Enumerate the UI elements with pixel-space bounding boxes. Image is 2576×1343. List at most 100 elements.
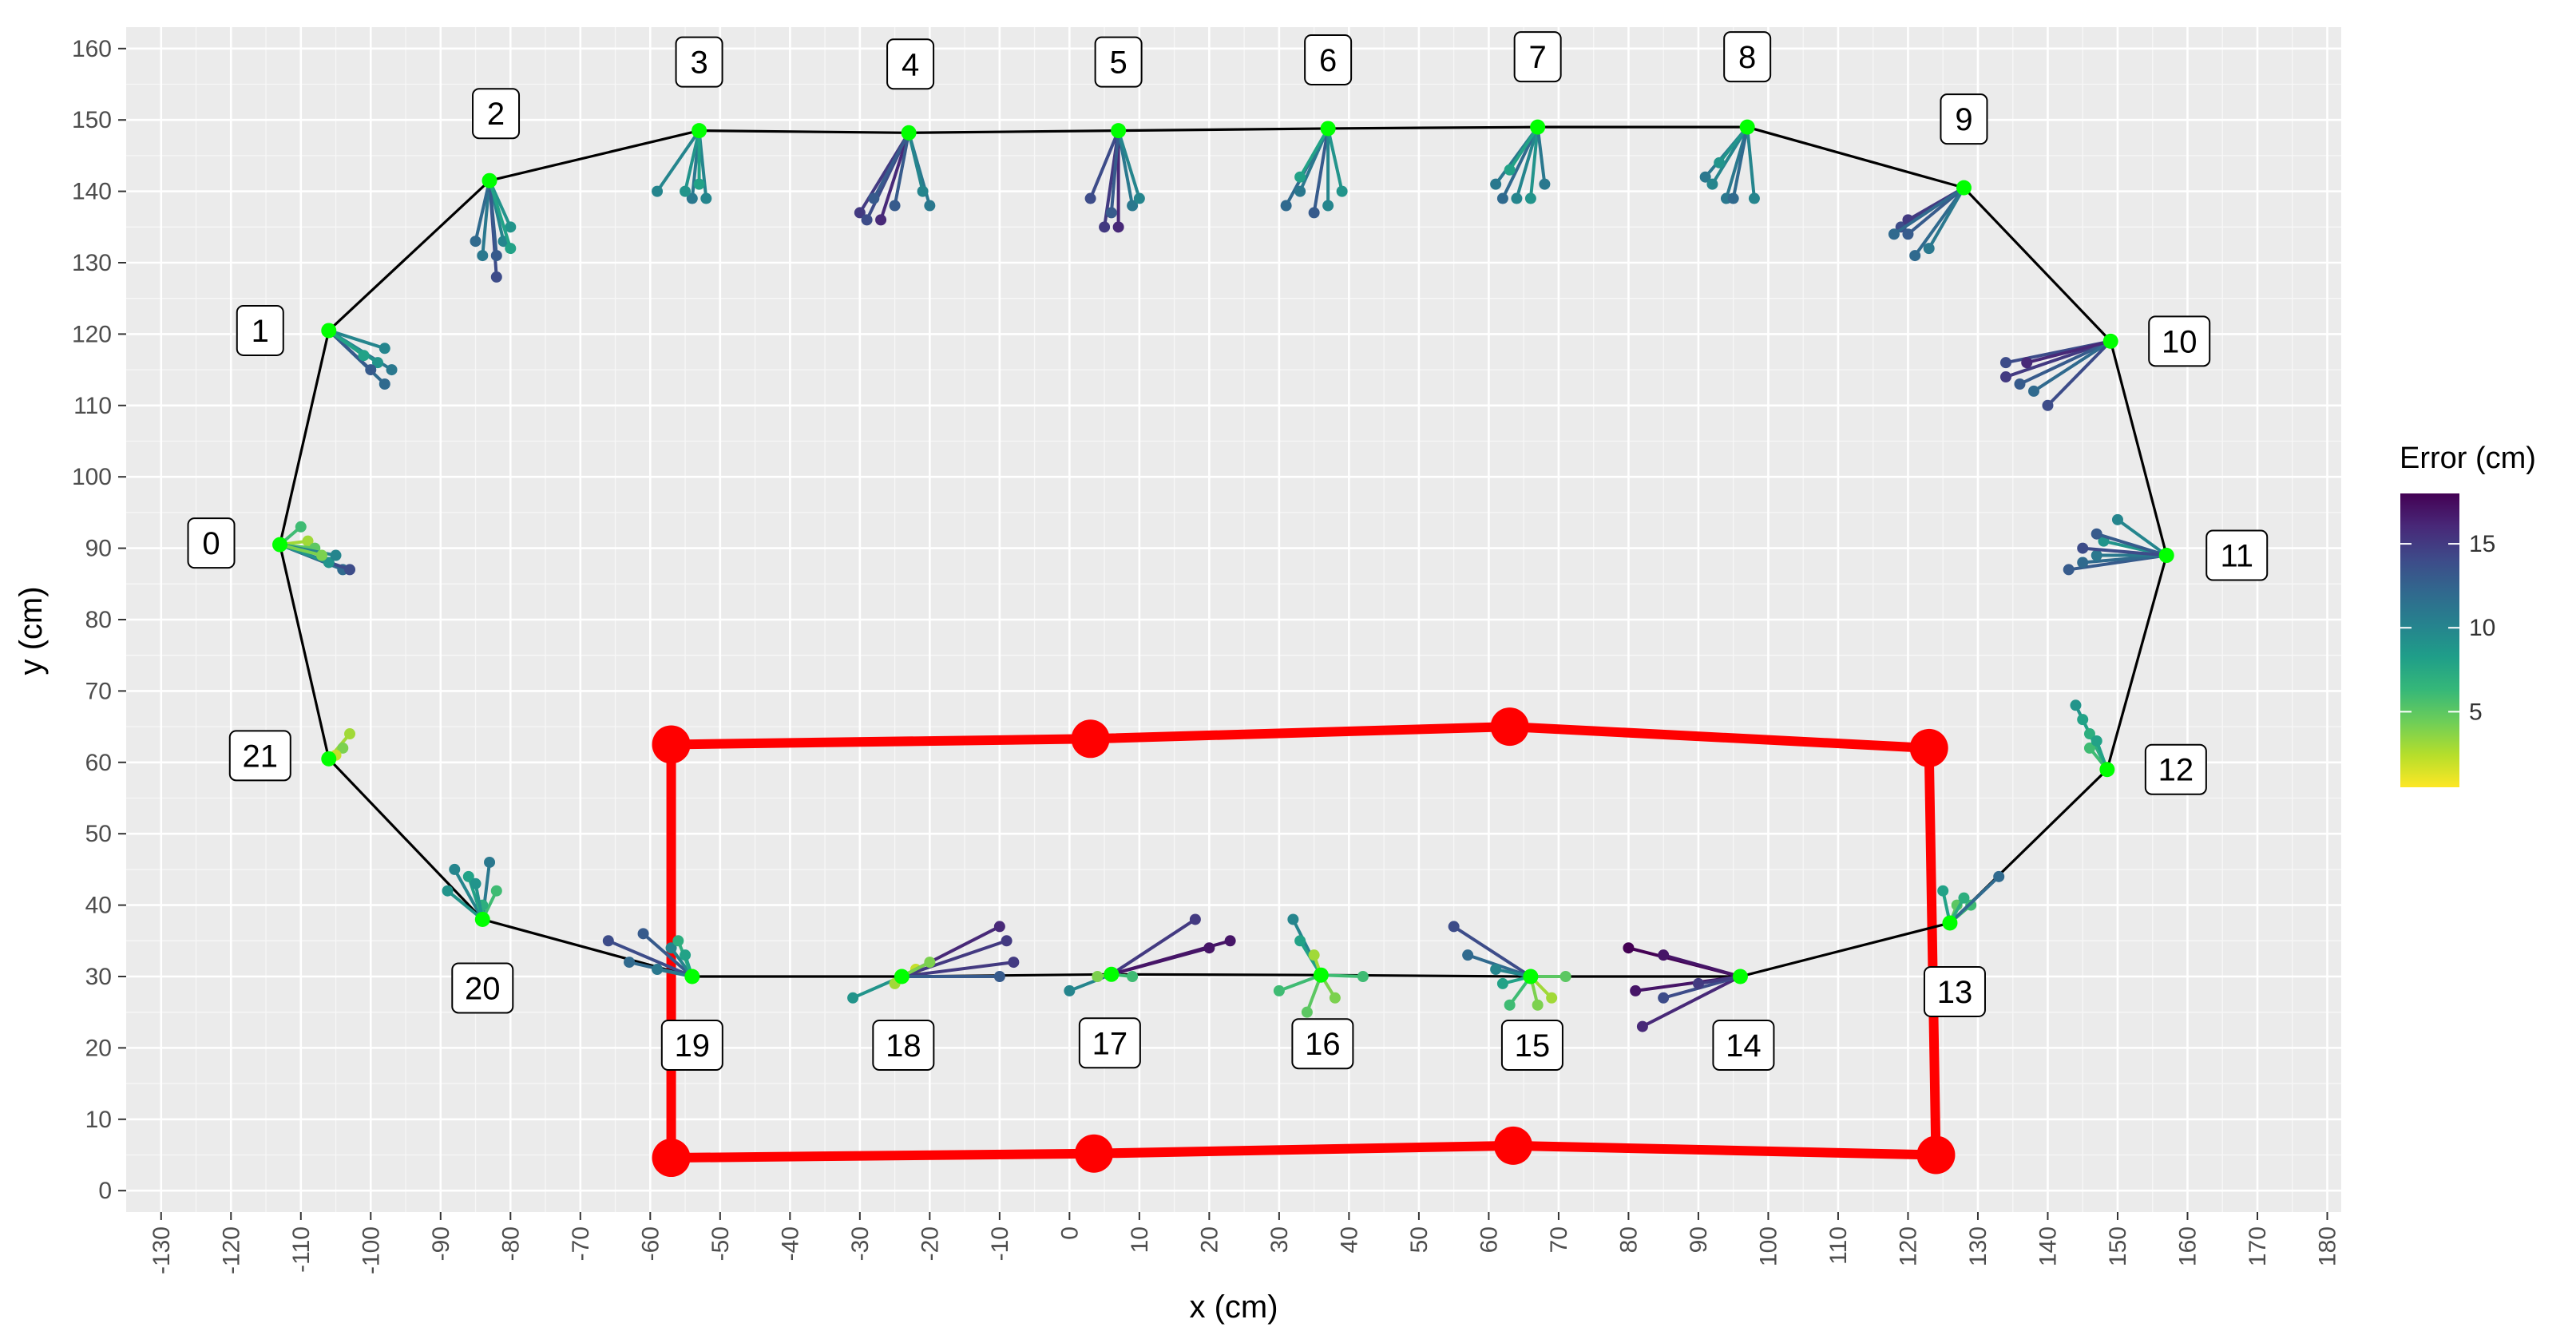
measurement-ray — [453, 868, 485, 921]
measurement-point — [449, 863, 461, 875]
measurement-point — [1105, 207, 1117, 219]
x-tick-label: -130 — [149, 1226, 175, 1274]
label-text: 14 — [1726, 1028, 1762, 1064]
colorbar-tick-label: 10 — [2469, 615, 2495, 641]
measurement-point — [1099, 221, 1111, 233]
waypoint-9 — [1956, 180, 1972, 196]
x-axis-ticks: -130 -120 -110 -100 -90 -80 -70 -60 -50 -40 -30 -20… — [149, 1212, 2340, 1274]
measurement-point — [2077, 714, 2089, 726]
measurement-point — [316, 549, 328, 561]
measurement-point — [1490, 964, 1502, 976]
y-tick-label: 20 — [85, 1035, 112, 1061]
x-tick-label: -100 — [358, 1226, 384, 1274]
label-text: 3 — [690, 46, 707, 81]
measurement-ray — [328, 329, 386, 351]
measurement-ray — [2096, 532, 2167, 557]
waypoint-13 — [1942, 915, 1958, 931]
colorbar — [2400, 493, 2459, 787]
measurement-ray — [1536, 126, 1547, 184]
label-box — [886, 38, 935, 90]
measurement-point — [672, 935, 684, 947]
label-text: 1 — [252, 314, 269, 349]
measurement-ray — [1927, 187, 1966, 250]
measurement-ray — [907, 132, 925, 192]
measurement-point — [2083, 728, 2095, 740]
y-tick-label: 40 — [85, 893, 112, 919]
measurement-point — [505, 221, 517, 233]
label-text: 4 — [902, 47, 919, 82]
measurement-point — [365, 364, 377, 376]
colorbar-ticks: 5 10 15 — [2400, 531, 2495, 725]
x-tick-label: -40 — [777, 1226, 803, 1261]
x-tick-label: 60 — [1476, 1226, 1502, 1253]
measurement-point — [1322, 200, 1334, 212]
measurement-ray — [684, 130, 701, 192]
measurement-point — [665, 942, 677, 954]
label-box — [1940, 93, 1988, 145]
measurement-point — [2070, 699, 2082, 711]
waypoint-19 — [684, 969, 700, 984]
waypoint-7 — [1530, 119, 1546, 135]
measurement-point — [2063, 564, 2075, 576]
measurement-group-14 — [1623, 942, 1742, 1032]
measurement-point — [1336, 185, 1348, 197]
waypoint-6 — [1320, 121, 1336, 137]
waypoint-1 — [321, 323, 337, 339]
waypoint-label-17: 17 — [1078, 1017, 1141, 1069]
waypoint-4 — [901, 125, 917, 141]
measurement-point — [1189, 913, 1201, 925]
x-tick-label: 80 — [1615, 1226, 1642, 1253]
x-tick-label: 20 — [1196, 1226, 1223, 1253]
measurement-point — [1294, 185, 1306, 197]
measurement-ray — [1892, 186, 1965, 236]
waypoint-14 — [1732, 969, 1748, 984]
grid-major — [126, 27, 2341, 1212]
measurement-point — [1658, 992, 1670, 1004]
measurement-point — [323, 557, 335, 568]
measurement-ray — [1731, 126, 1750, 199]
measurement-group-3 — [652, 129, 712, 204]
measurement-ray — [1088, 129, 1120, 200]
y-tick-label: 140 — [72, 179, 112, 205]
measurement-group-6 — [1280, 127, 1348, 219]
measurement-point — [386, 364, 398, 376]
red-vertex-5 — [1494, 1126, 1533, 1165]
waypoint-2 — [482, 172, 497, 188]
label-box — [187, 517, 236, 569]
measurement-point — [1532, 999, 1544, 1011]
x-tick-label: 0 — [1056, 1226, 1083, 1240]
measurement-point — [1084, 192, 1096, 204]
measurement-point — [1636, 1020, 1648, 1032]
label-box — [660, 1019, 723, 1071]
waypoint-label-9: 9 — [1940, 93, 1988, 145]
measurement-point — [1280, 200, 1292, 212]
waypoint-15 — [1523, 969, 1539, 984]
measurement-point — [1999, 371, 2011, 383]
measurement-ray — [1508, 126, 1540, 171]
measurement-point — [1008, 957, 1020, 969]
y-tick-label: 70 — [85, 678, 112, 704]
measurement-point — [693, 178, 705, 190]
y-tick-label: 0 — [98, 1178, 112, 1204]
measurement-ray — [1501, 126, 1540, 200]
measurement-point — [1496, 192, 1508, 204]
waypoint-label-11: 11 — [2205, 529, 2269, 581]
y-axis-ticks: 0 10 20 30 40 50 60 70 80 90 100 110 120 130 140 150 160 — [72, 36, 126, 1204]
measurement-ray — [481, 180, 492, 256]
measurement-point — [1909, 250, 1921, 262]
x-tick-label: -60 — [637, 1226, 664, 1261]
measurement-point — [624, 957, 636, 969]
measurement-ray — [642, 932, 694, 978]
waypoint-label-2: 2 — [472, 88, 521, 140]
measurement-point — [1294, 171, 1306, 183]
y-tick-label: 80 — [85, 607, 112, 633]
waypoint-label-20: 20 — [451, 962, 514, 1014]
y-tick-label: 90 — [85, 536, 112, 562]
waypoint-17 — [1104, 966, 1120, 982]
measurement-group-5 — [1084, 129, 1145, 233]
label-box — [1712, 1019, 1775, 1071]
measurement-ray — [656, 129, 701, 192]
label-box — [228, 730, 291, 782]
x-axis-title: x (cm) — [1189, 1290, 1278, 1325]
